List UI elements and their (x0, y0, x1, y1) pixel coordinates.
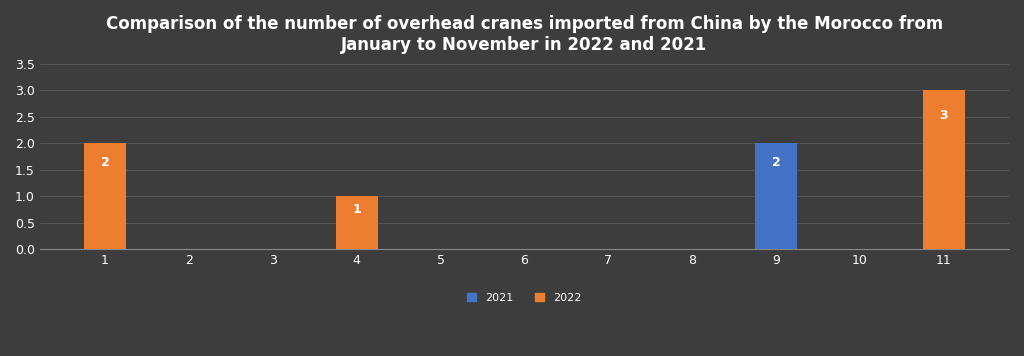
Bar (755, 143, 797, 249)
Text: 1: 1 (352, 203, 361, 216)
Legend: 2021, 2022: 2021, 2022 (463, 288, 586, 307)
Bar (336, 196, 378, 249)
Bar (84, 143, 126, 249)
Text: 3: 3 (940, 109, 948, 122)
Text: 2: 2 (772, 156, 780, 169)
Title: Comparison of the number of overhead cranes imported from China by the Morocco f: Comparison of the number of overhead cra… (105, 15, 943, 54)
Text: 2: 2 (100, 156, 110, 169)
Bar (923, 90, 965, 249)
